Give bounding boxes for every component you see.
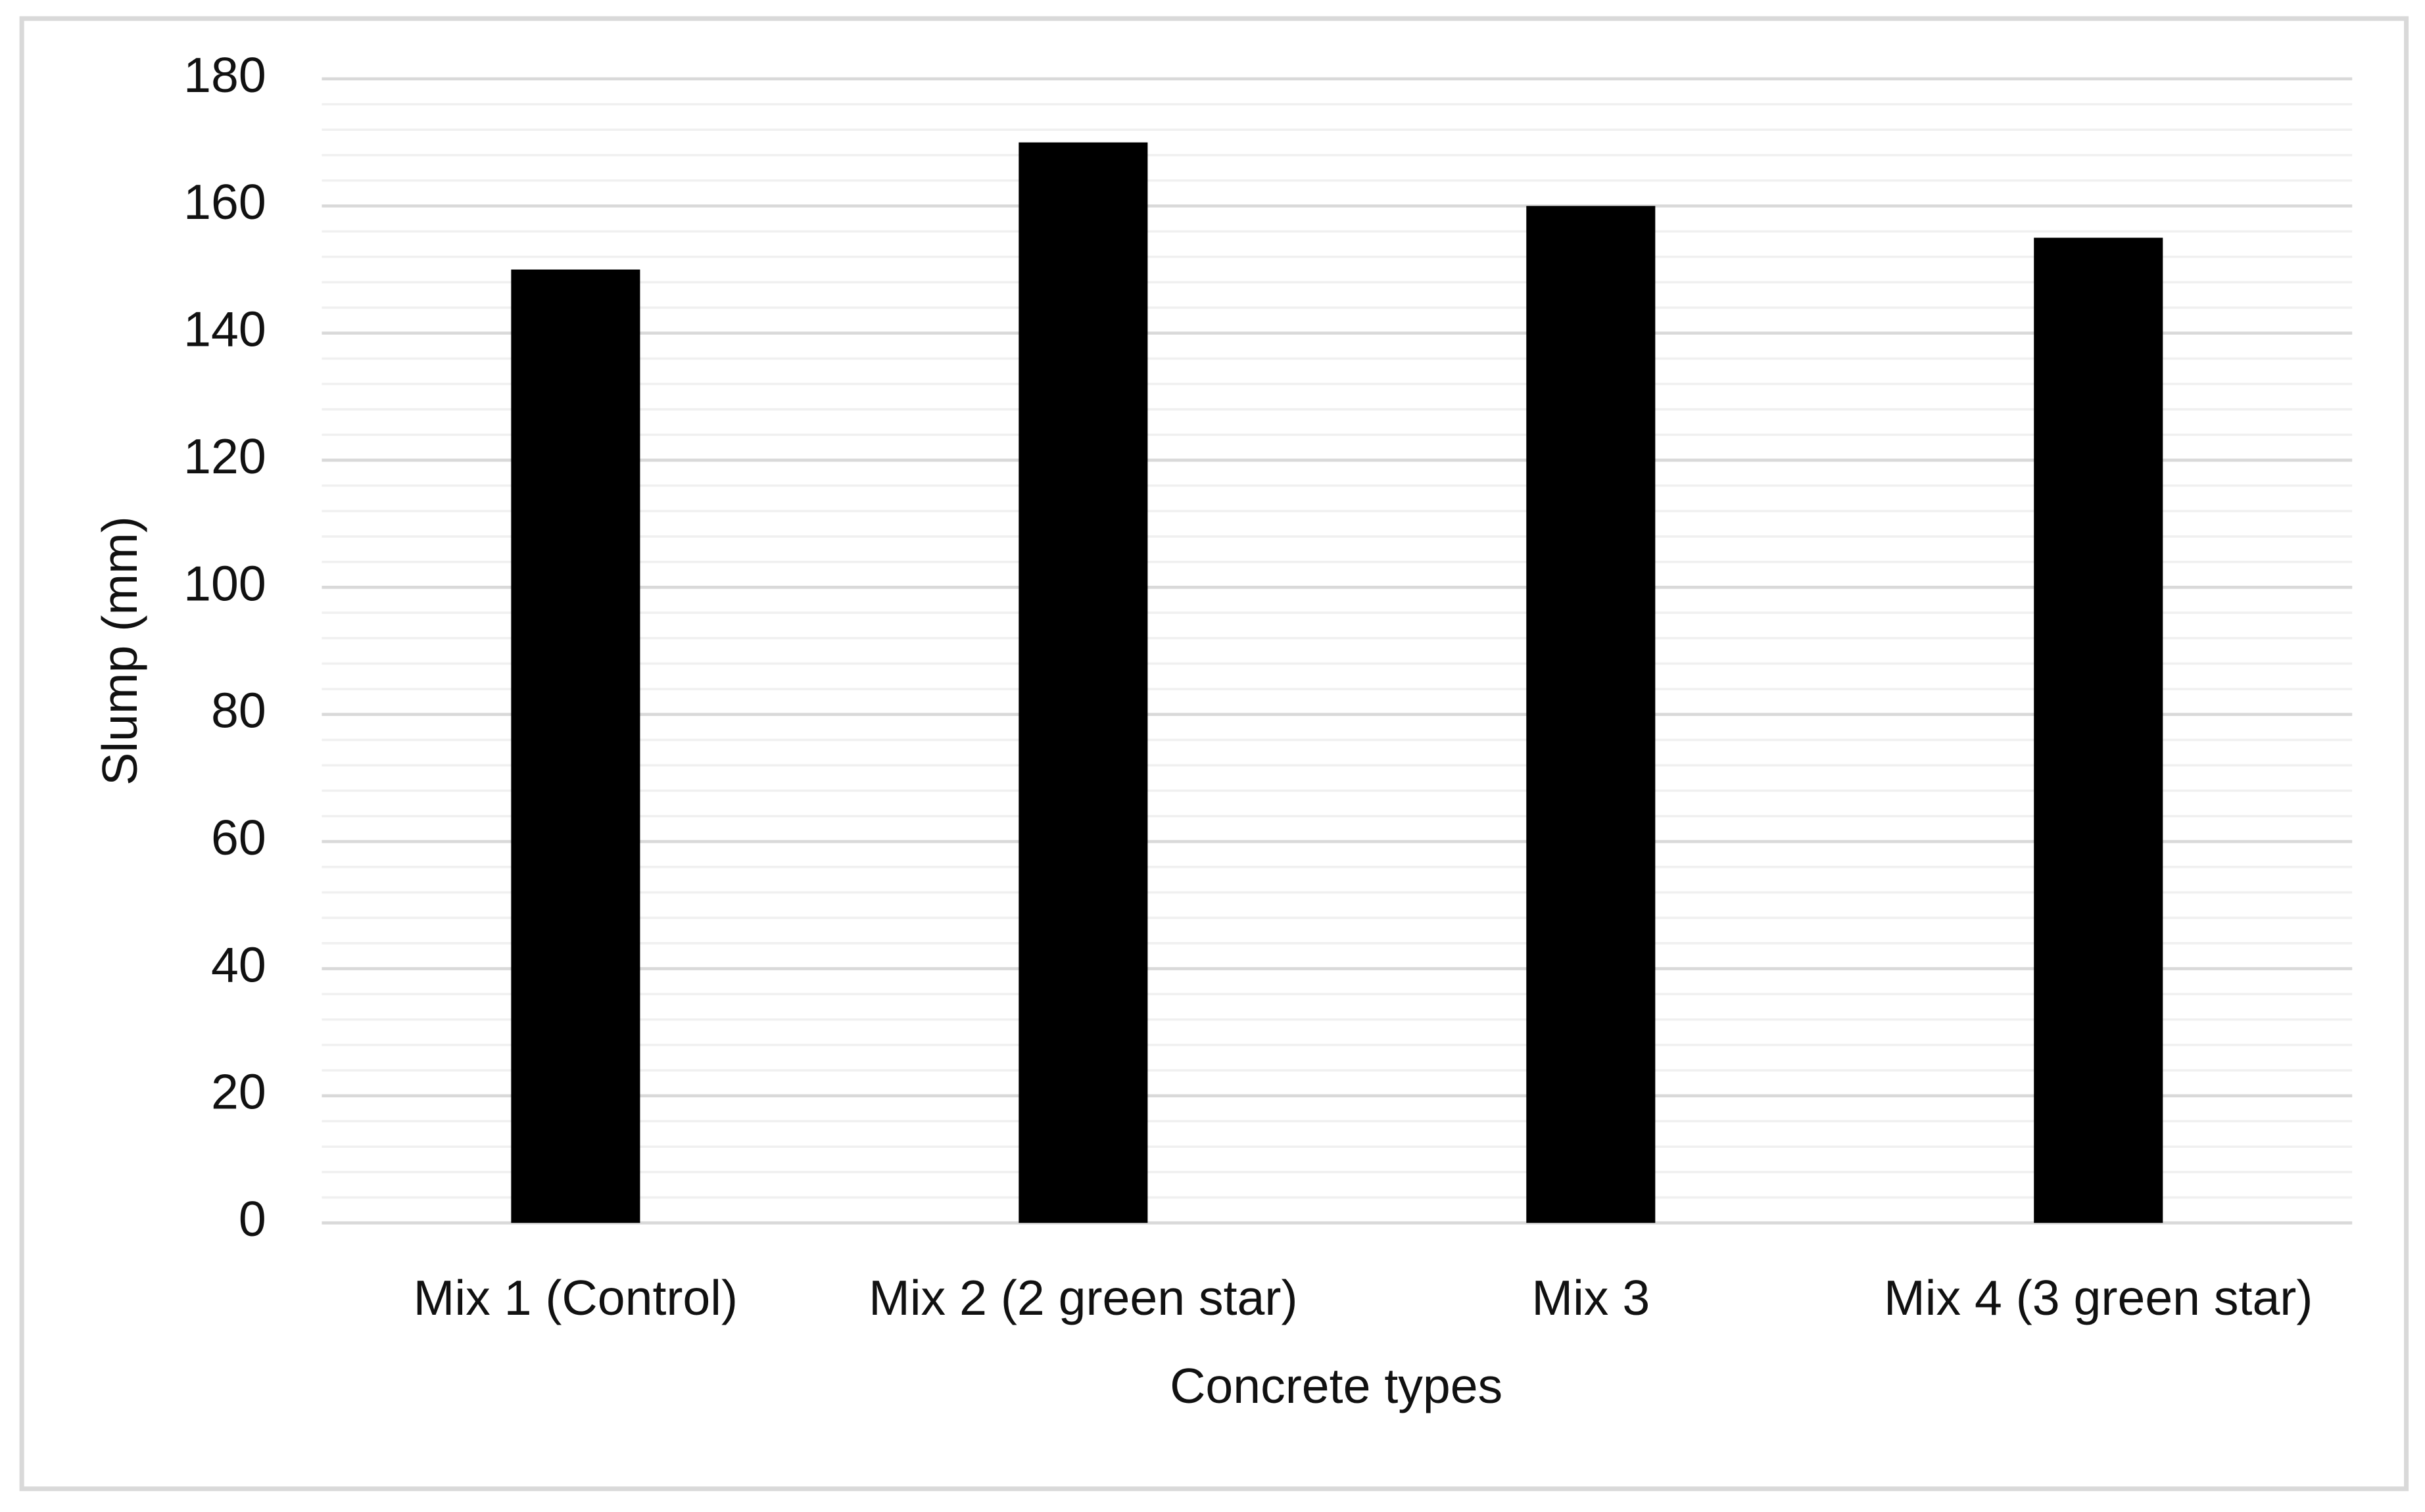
marks: Mix 1 (Control) Mix 2 (2 green star) Mix 3…	[414, 142, 2313, 1325]
x-tick-label: Mix 1 (Control)	[414, 1270, 738, 1325]
y-tick-label: 40	[211, 937, 266, 992]
y-tick-label: 180	[183, 47, 266, 103]
bar	[1526, 206, 1656, 1223]
y-tick-label: 80	[211, 683, 266, 738]
y-tick-label: 120	[183, 429, 266, 484]
y-tick-label: 0	[239, 1191, 266, 1246]
grid: 0 20 40 60 80 100 120 140 160 180	[183, 47, 2353, 1246]
bar	[2034, 237, 2163, 1223]
y-tick-label: 160	[183, 174, 266, 229]
y-tick-label: 60	[211, 810, 266, 865]
bar	[1019, 142, 1148, 1223]
x-tick-label: Mix 3	[1531, 1270, 1650, 1325]
bar	[511, 269, 640, 1223]
y-tick-label: 20	[211, 1064, 266, 1120]
x-tick-label: Mix 4 (3 green star)	[1884, 1270, 2313, 1325]
chart-border	[19, 16, 2409, 1492]
y-tick-label: 140	[183, 302, 266, 357]
y-tick-label: 100	[183, 555, 266, 611]
x-axis-label: Concrete types	[1170, 1358, 1502, 1413]
y-axis-label: Slump (mm)	[92, 516, 147, 786]
x-tick-label: Mix 2 (2 green star)	[869, 1270, 1297, 1325]
